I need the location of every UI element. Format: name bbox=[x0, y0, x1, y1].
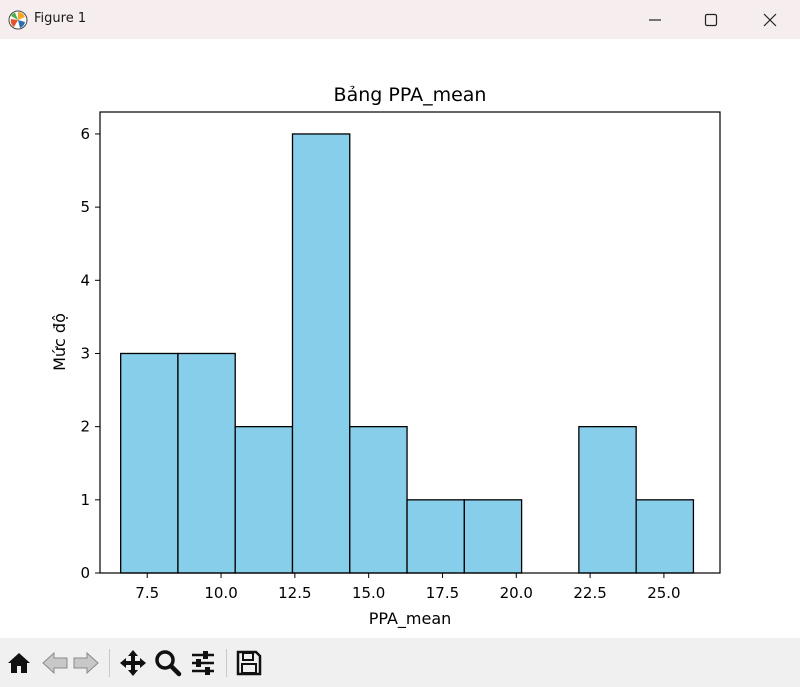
x-tick-label: 22.5 bbox=[573, 584, 606, 602]
maximize-button[interactable] bbox=[683, 0, 739, 39]
zoom-button[interactable] bbox=[153, 648, 183, 678]
configure-subplots-button[interactable] bbox=[188, 648, 218, 678]
matplotlib-logo-icon bbox=[8, 10, 28, 30]
histogram-bar bbox=[120, 352, 179, 574]
histogram-bar bbox=[635, 499, 695, 574]
x-tick-label: 20.0 bbox=[500, 584, 533, 602]
figure-canvas: Bảng PPA_mean 7.5 10.0 12.5 15.0 17.5 20.0 22.… bbox=[0, 39, 800, 638]
y-tick-label: 6 bbox=[80, 125, 90, 143]
window-title: Figure 1 bbox=[34, 11, 87, 26]
histogram-bar bbox=[463, 499, 523, 574]
axes-frame bbox=[99, 111, 721, 574]
y-ticks: 0 1 2 3 4 5 6 bbox=[80, 125, 100, 582]
save-icon bbox=[236, 650, 262, 676]
y-tick-label: 3 bbox=[80, 344, 90, 362]
home-button[interactable] bbox=[4, 648, 34, 678]
back-button[interactable] bbox=[40, 648, 70, 678]
bars-group bbox=[120, 133, 695, 574]
histogram-bar bbox=[291, 133, 351, 574]
x-ticks: 7.5 10.0 12.5 15.0 17.5 20.0 22.5 25.0 bbox=[135, 573, 681, 602]
navigation-toolbar bbox=[0, 638, 800, 687]
home-icon bbox=[8, 653, 30, 673]
histogram-bar bbox=[406, 499, 465, 574]
histogram-bar bbox=[578, 426, 637, 574]
back-arrow-icon bbox=[42, 651, 68, 675]
histogram-bar bbox=[177, 352, 236, 574]
y-tick-label: 4 bbox=[80, 271, 90, 289]
x-tick-label: 12.5 bbox=[278, 584, 311, 602]
pan-icon bbox=[120, 650, 146, 676]
y-axis-label: Mức độ bbox=[50, 313, 69, 371]
toolbar-separator bbox=[226, 649, 227, 677]
title-bar: Figure 1 bbox=[0, 0, 800, 39]
histogram-chart: Bảng PPA_mean 7.5 10.0 12.5 15.0 17.5 20.0 22.… bbox=[50, 84, 721, 629]
x-tick-label: 7.5 bbox=[135, 584, 159, 602]
chart-title: Bảng PPA_mean bbox=[334, 84, 487, 106]
x-axis-label: PPA_mean bbox=[369, 609, 452, 629]
toolbar-separator bbox=[109, 649, 110, 677]
zoom-icon bbox=[155, 650, 182, 677]
histogram-bar bbox=[349, 426, 408, 574]
histogram-bar bbox=[234, 426, 294, 574]
x-tick-label: 25.0 bbox=[647, 584, 680, 602]
forward-button[interactable] bbox=[71, 648, 101, 678]
x-tick-label: 10.0 bbox=[204, 584, 237, 602]
close-button[interactable] bbox=[742, 0, 798, 39]
minimize-icon bbox=[649, 18, 661, 21]
close-icon bbox=[763, 13, 777, 26]
y-tick-label: 1 bbox=[80, 491, 90, 509]
minimize-button[interactable] bbox=[627, 0, 683, 39]
save-button[interactable] bbox=[234, 648, 264, 678]
maximize-icon bbox=[704, 13, 718, 26]
y-tick-label: 2 bbox=[80, 418, 90, 436]
pan-button[interactable] bbox=[118, 648, 148, 678]
x-tick-label: 17.5 bbox=[426, 584, 459, 602]
y-tick-label: 0 bbox=[80, 564, 90, 582]
x-tick-label: 15.0 bbox=[352, 584, 385, 602]
forward-arrow-icon bbox=[73, 651, 99, 675]
y-tick-label: 5 bbox=[80, 198, 90, 216]
subplots-config-icon bbox=[192, 651, 214, 675]
